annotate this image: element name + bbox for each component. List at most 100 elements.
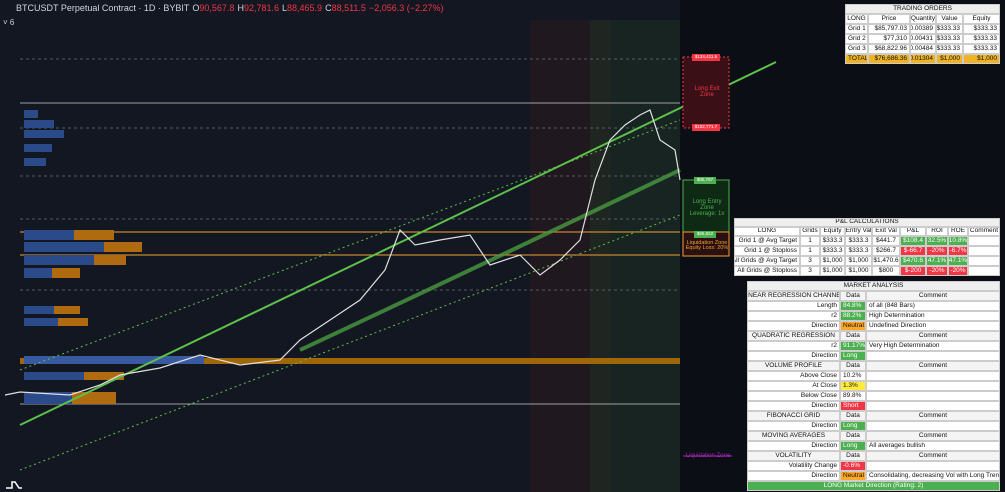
comment-cell xyxy=(866,421,1000,431)
cell: $333.33 xyxy=(936,34,963,44)
data-cell: Long xyxy=(840,441,866,451)
tag xyxy=(692,54,720,61)
row-label: Direction xyxy=(747,351,840,361)
cell: $333.3 xyxy=(820,236,845,246)
cell: $1,000 xyxy=(963,54,1000,64)
data-cell: 84.8% xyxy=(840,301,866,311)
change: −2,056.3 (−2.27%) xyxy=(368,3,444,13)
cell: Grid 3 xyxy=(845,44,868,54)
exit-zone xyxy=(682,56,730,129)
data-cell: 89.8% xyxy=(840,391,866,401)
column-header: LONG xyxy=(734,227,800,236)
column-header: Data xyxy=(840,451,866,461)
cell: Grid 1 @ Avg Target xyxy=(734,236,800,246)
column-header: Data xyxy=(840,331,866,341)
empty-cell xyxy=(968,236,1000,246)
column-header: Quantity xyxy=(910,14,936,24)
cell: $333.33 xyxy=(963,24,1000,34)
cell: -20% xyxy=(926,266,948,276)
column-header: Comment xyxy=(968,227,1000,236)
cell: $-200 xyxy=(900,266,926,276)
cell: $470.6 xyxy=(900,256,926,266)
row-label: Length xyxy=(747,301,840,311)
tag xyxy=(694,231,716,238)
column-header: Entry Val xyxy=(845,227,872,236)
cell: $76,686.36 xyxy=(868,54,910,64)
empty-cell xyxy=(968,256,1000,266)
column-header: Value xyxy=(936,14,963,24)
comment-cell xyxy=(866,381,1000,391)
data-cell: 88.2% xyxy=(840,311,866,321)
row-label: r2 xyxy=(747,311,840,321)
cell: 0.00389 xyxy=(910,24,936,34)
cell: $333.33 xyxy=(936,44,963,54)
cell: $333.33 xyxy=(963,34,1000,44)
column-header: Comment xyxy=(866,451,1000,461)
price-tag: $85,787 xyxy=(696,177,714,183)
column-header: Comment xyxy=(866,431,1000,441)
empty-cell xyxy=(968,266,1000,276)
ohlc-label: L xyxy=(282,3,288,13)
section-title: FIBONACCI GRID xyxy=(747,411,840,421)
column-header: Equity xyxy=(963,14,1000,24)
ohlc-value: 90,567.8 xyxy=(199,3,235,13)
row-label: Direction xyxy=(747,321,840,331)
column-header: P&L xyxy=(900,227,926,236)
column-header: Comment xyxy=(866,291,1000,301)
cell: TOTAL xyxy=(845,54,868,64)
column-header: Data xyxy=(840,291,866,301)
cell: 47.1% xyxy=(926,256,948,266)
zone-label: Long Exit Zone xyxy=(694,86,720,98)
table-title: MARKET ANALYSIS xyxy=(747,281,1000,291)
data-cell: Short xyxy=(840,401,866,411)
comment-cell: of all (848 Bars) xyxy=(866,301,1000,311)
empty-cell xyxy=(968,246,1000,256)
data-cell: Neutral xyxy=(840,471,866,481)
ohlc-label: O xyxy=(192,3,200,13)
comment-cell: Very High Determination xyxy=(866,341,1000,351)
column-header: Comment xyxy=(866,411,1000,421)
column-header: Comment xyxy=(866,331,1000,341)
ohlc-label: C xyxy=(325,3,332,13)
moving-average xyxy=(299,168,681,352)
ohlc-value: 92,781.6 xyxy=(243,3,279,13)
comment-cell xyxy=(866,351,1000,361)
row-label: Direction xyxy=(747,471,840,481)
cell: 0.01304 xyxy=(910,54,936,64)
tag xyxy=(692,124,720,131)
ohlc-label: H xyxy=(237,3,244,13)
column-header: Exit Val xyxy=(872,227,900,236)
indicator-count[interactable]: ˅ 6 xyxy=(3,18,15,27)
cell: 3 xyxy=(800,256,820,266)
column-header: Equity xyxy=(820,227,845,236)
cell: $333.3 xyxy=(845,246,872,256)
row-label: Above Close xyxy=(747,371,840,381)
cell: $85,797.03 xyxy=(868,24,910,34)
data-cell: Neutral xyxy=(840,321,866,331)
section-title: MOVING AVERAGES xyxy=(747,431,840,441)
column-header: ROE xyxy=(948,227,968,236)
cell: $77,310 xyxy=(868,34,910,44)
entry-zone xyxy=(682,179,730,233)
band xyxy=(590,20,680,492)
column-header: Data xyxy=(840,431,866,441)
cell: All Grids @ Stoploss xyxy=(734,266,800,276)
section-title: VOLUME PROFILE xyxy=(747,361,840,371)
cell: -6.7% xyxy=(948,246,968,256)
column-header: LONG xyxy=(845,14,868,24)
data-cell: -0.6% xyxy=(840,461,866,471)
cell: All Grids @ Avg Target xyxy=(734,256,800,266)
cell: $441.7 xyxy=(872,236,900,246)
zone-label: Liquidation Zone xyxy=(685,453,731,459)
price-tag: $134,411.5 xyxy=(694,54,718,60)
cell: 32.5% xyxy=(926,236,948,246)
price-tag: $66,822 xyxy=(696,231,714,237)
cell: $1,000 xyxy=(820,256,845,266)
band xyxy=(530,20,610,492)
comment-cell xyxy=(866,391,1000,401)
price-path xyxy=(4,109,681,396)
row-label: Direction xyxy=(747,401,840,411)
column-header: Grids xyxy=(800,227,820,236)
cell: Grid 1 xyxy=(845,24,868,34)
data-cell: 1.3% xyxy=(840,381,866,391)
